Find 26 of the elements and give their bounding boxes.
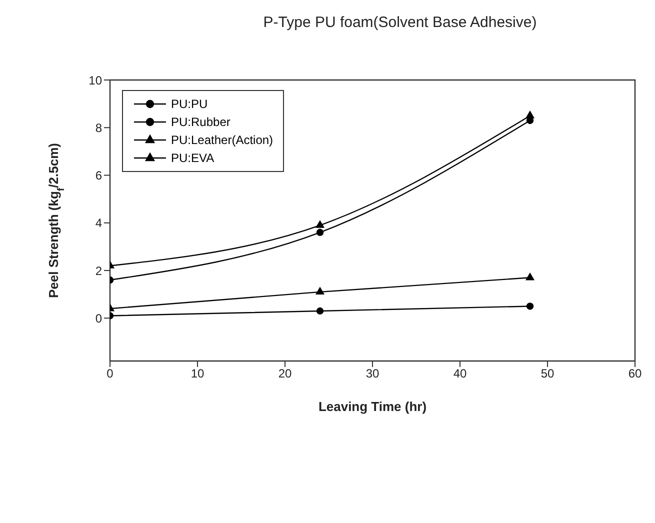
y-tick-label: 8: [95, 120, 102, 135]
legend-label: PU:Rubber: [171, 115, 230, 129]
y-tick-label: 4: [95, 216, 102, 230]
point: [316, 220, 324, 228]
point: [526, 273, 534, 280]
y-tick-label: 10: [88, 73, 102, 88]
chart-title: P-Type PU foam(Solvent Base Adhesive): [262, 14, 538, 31]
legend-label: PU:PU: [171, 97, 208, 111]
x-tick-label: 0: [106, 366, 114, 381]
legend-label: PU:EVA: [171, 151, 214, 165]
x-axis-title: Leaving Time (hr): [318, 399, 427, 414]
point: [316, 287, 324, 295]
x-tick-label: 20: [278, 366, 292, 381]
point: [526, 111, 534, 118]
point: [316, 307, 324, 315]
x-tick-label: 30: [366, 366, 380, 381]
x-tick-label: 60: [628, 366, 642, 381]
y-tick-label: 0: [95, 311, 102, 326]
y-tick-label: 6: [95, 168, 102, 183]
x-tick-label: 40: [453, 366, 467, 381]
point: [526, 302, 534, 310]
legend-label: PU:Leather(Action): [171, 133, 274, 147]
x-tick-label: 50: [540, 366, 554, 381]
y-tick-label: 2: [95, 264, 102, 278]
x-tick-label: 10: [190, 366, 204, 381]
point: [316, 228, 324, 236]
